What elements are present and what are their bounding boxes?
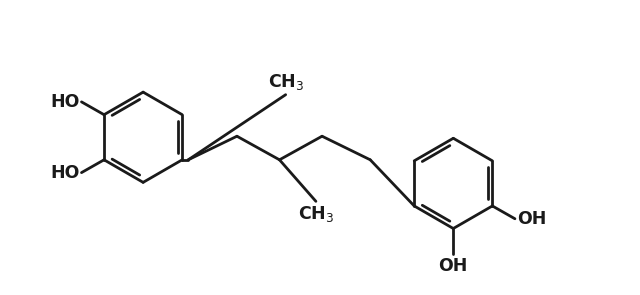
Text: CH$_3$: CH$_3$ <box>298 204 334 224</box>
Text: HO: HO <box>50 93 79 111</box>
Text: CH$_3$: CH$_3$ <box>268 72 304 92</box>
Text: OH: OH <box>517 210 547 228</box>
Text: OH: OH <box>438 257 468 275</box>
Text: HO: HO <box>50 164 79 182</box>
